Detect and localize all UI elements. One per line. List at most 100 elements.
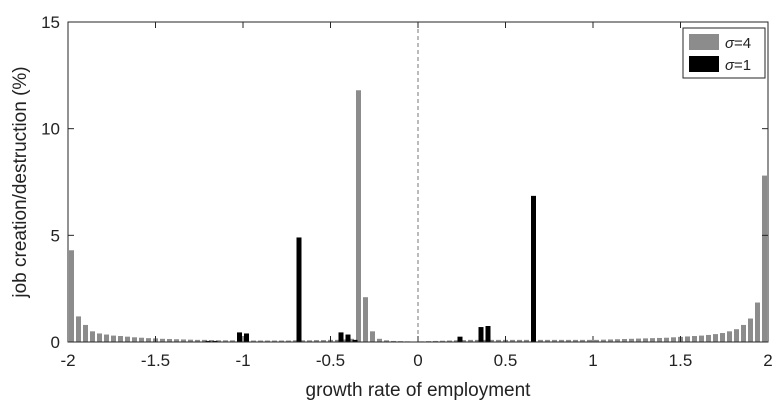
x-tick-label: 0.5 <box>494 351 518 370</box>
bar-sigma-4 <box>734 329 739 342</box>
bars-layer <box>69 90 767 343</box>
bar-sigma-4 <box>636 338 641 342</box>
bar-sigma-4 <box>146 338 151 342</box>
bar-sigma-4 <box>97 333 102 342</box>
bar-sigma-4 <box>363 297 368 342</box>
bar-sigma-1 <box>237 332 242 342</box>
bar-sigma-4 <box>195 339 200 342</box>
legend-sigma-symbol: σ <box>725 35 735 52</box>
x-tick-label: 0 <box>413 351 422 370</box>
bar-sigma-4 <box>545 339 550 342</box>
x-axis-label: growth rate of employment <box>306 380 532 401</box>
bar-sigma-4 <box>258 340 263 342</box>
x-tick-label: 1.5 <box>669 351 693 370</box>
bar-sigma-4 <box>209 340 214 342</box>
y-axis-label: job creation/destruction (%) <box>10 66 31 298</box>
x-tick-label: -1.5 <box>141 351 170 370</box>
y-tick-label: 0 <box>51 333 60 352</box>
bar-sigma-1 <box>345 334 351 342</box>
bar-sigma-4 <box>167 339 172 342</box>
legend-label-sigma-4: σ=4 <box>725 35 751 52</box>
bar-sigma-4 <box>755 302 760 342</box>
bar-sigma-4 <box>482 339 487 342</box>
bar-sigma-4 <box>552 339 557 342</box>
x-tick-label: 1 <box>588 351 597 370</box>
bar-sigma-4 <box>496 339 501 342</box>
y-tick-label: 15 <box>41 13 60 32</box>
bar-sigma-1 <box>457 336 463 342</box>
bar-sigma-4 <box>685 336 690 342</box>
bar-sigma-4 <box>265 340 270 342</box>
bar-sigma-4 <box>69 250 74 342</box>
bar-sigma-4 <box>748 318 753 342</box>
bar-sigma-1 <box>352 339 358 342</box>
bar-sigma-4 <box>741 324 746 342</box>
bar-sigma-4 <box>447 340 452 342</box>
bar-sigma-4 <box>727 331 732 342</box>
x-tick-label: -1 <box>235 351 250 370</box>
bar-sigma-4 <box>615 339 620 342</box>
bar-sigma-4 <box>83 324 88 342</box>
bar-sigma-4 <box>314 340 319 342</box>
bar-sigma-4 <box>594 339 599 342</box>
bar-sigma-4 <box>573 339 578 342</box>
bar-sigma-4 <box>517 339 522 342</box>
bar-sigma-4 <box>524 339 529 342</box>
ticks-layer: -2 -1.5 -1 -0.5 0 0.5 1 1.5 2 0 5 10 15 <box>41 13 773 370</box>
bar-sigma-4 <box>622 339 627 342</box>
y-tick-label: 5 <box>51 226 60 245</box>
bar-sigma-4 <box>762 175 767 342</box>
bar-sigma-4 <box>650 338 655 342</box>
bar-sigma-4 <box>118 336 123 342</box>
bar-sigma-4 <box>223 340 228 342</box>
bar-sigma-4 <box>349 338 354 342</box>
bar-sigma-4 <box>286 340 291 342</box>
bar-sigma-4 <box>391 340 396 342</box>
bar-sigma-4 <box>160 338 165 342</box>
bar-sigma-1 <box>296 237 302 342</box>
bar-sigma-1 <box>244 333 249 342</box>
bar-sigma-4 <box>664 337 669 342</box>
bar-sigma-4 <box>251 340 256 342</box>
bar-sigma-4 <box>671 337 676 342</box>
bar-sigma-4 <box>601 339 606 342</box>
bar-sigma-4 <box>713 334 718 342</box>
bar-sigma-4 <box>139 337 144 342</box>
bar-sigma-4 <box>720 333 725 342</box>
legend-sigma-symbol: σ <box>725 57 735 74</box>
bar-sigma-4 <box>384 340 389 342</box>
bar-sigma-4 <box>454 340 459 342</box>
bar-sigma-1 <box>478 327 484 342</box>
bar-sigma-4 <box>440 340 445 342</box>
bar-sigma-4 <box>76 316 81 342</box>
bar-sigma-4 <box>342 339 347 342</box>
bar-sigma-4 <box>321 340 326 342</box>
bar-sigma-4 <box>580 339 585 342</box>
bar-sigma-4 <box>461 340 466 342</box>
bar-sigma-4 <box>111 335 116 342</box>
bar-sigma-4 <box>279 340 284 342</box>
legend-label-sigma-1: σ=1 <box>725 57 751 74</box>
bar-sigma-4 <box>335 339 340 342</box>
bar-sigma-4 <box>216 340 221 342</box>
bar-sigma-4 <box>587 339 592 342</box>
bar-sigma-1 <box>338 332 344 342</box>
bar-sigma-4 <box>510 339 515 342</box>
bar-sigma-4 <box>125 336 130 342</box>
bar-sigma-4 <box>370 331 375 342</box>
x-tick-label: 2 <box>763 351 772 370</box>
x-tick-label: -0.5 <box>316 351 345 370</box>
bar-sigma-4 <box>538 339 543 342</box>
bar-sigma-4 <box>608 339 613 342</box>
bar-sigma-4 <box>692 336 697 342</box>
bar-sigma-4 <box>300 340 305 342</box>
legend: σ=4 σ=1 <box>682 27 766 79</box>
bar-sigma-4 <box>377 338 382 342</box>
bar-sigma-4 <box>475 339 480 342</box>
bar-sigma-4 <box>90 331 95 342</box>
bar-sigma-1 <box>205 340 211 342</box>
legend-swatch-sigma-4 <box>689 34 719 50</box>
bar-sigma-4 <box>202 339 207 342</box>
bar-sigma-4 <box>356 90 361 343</box>
legend-sigma-value: =4 <box>734 35 751 52</box>
